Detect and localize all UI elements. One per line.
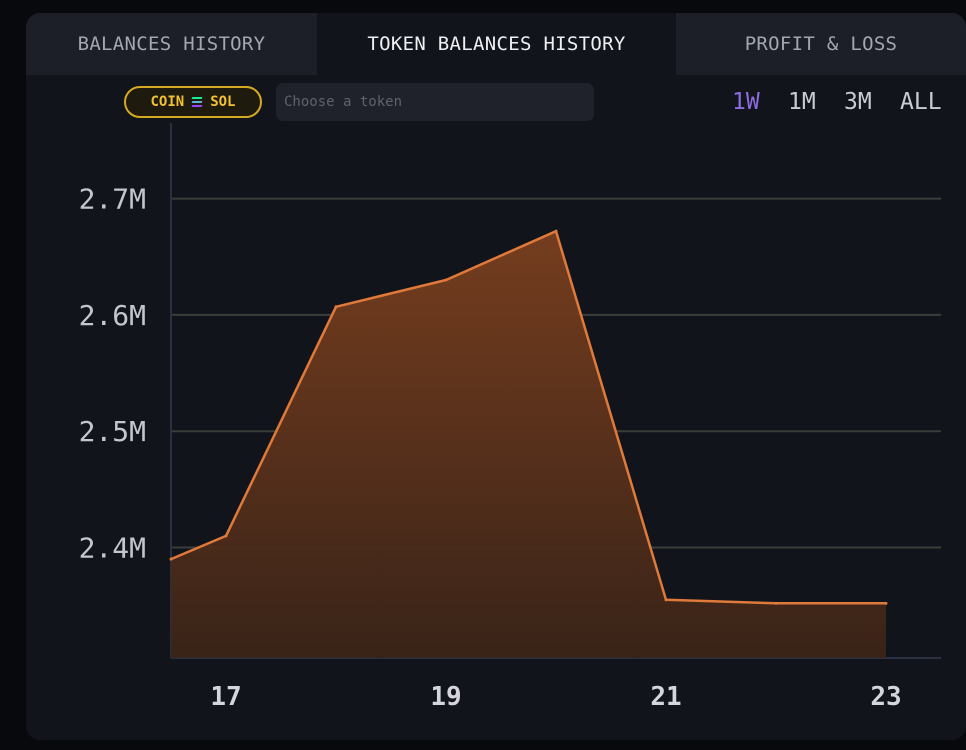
x-axis-ticks: 17 19 21 23 (210, 682, 901, 712)
y-tick-label: 2.7M (79, 183, 146, 216)
balance-point (664, 598, 668, 602)
y-axis-ticks: 2.4M 2.5M 2.6M 2.7M (79, 183, 146, 565)
balance-point (884, 601, 888, 605)
sol-label: SOL (210, 94, 236, 110)
balance-point (334, 305, 338, 309)
range-3m-button[interactable]: 3M (844, 89, 872, 115)
balance-point (774, 601, 778, 605)
balance-area (171, 231, 886, 658)
range-1m-button[interactable]: 1M (788, 89, 816, 115)
tab-profit-and-loss[interactable]: PROFIT & LOSS (676, 13, 966, 75)
tab-token-balances-history[interactable]: TOKEN BALANCES HISTORY (317, 13, 676, 75)
balance-point (169, 557, 173, 561)
range-all-button[interactable]: ALL (900, 89, 942, 115)
x-tick-label: 21 (650, 682, 681, 712)
range-1w-button[interactable]: 1W (732, 89, 760, 115)
x-tick-label: 23 (870, 682, 901, 712)
y-tick-label: 2.4M (79, 532, 146, 565)
time-range-selector: 1W 1M 3M ALL (26, 89, 966, 123)
y-tick-label: 2.6M (79, 299, 146, 332)
balance-points (169, 229, 888, 605)
coin-label: COIN (150, 94, 185, 110)
x-tick-label: 17 (210, 682, 241, 712)
choose-token-input[interactable] (276, 83, 594, 121)
tab-balances-history[interactable]: BALANCES HISTORY (26, 13, 317, 75)
token-balance-chart: 2.4M 2.5M 2.6M 2.7M 17 19 21 23 (79, 123, 941, 712)
coin-sol-badge[interactable]: COIN SOL (124, 86, 262, 118)
balance-point (224, 534, 228, 538)
balance-point (554, 229, 558, 233)
y-tick-label: 2.5M (79, 415, 146, 448)
token-balances-panel: BALANCES HISTORY TOKEN BALANCES HISTORY … (26, 13, 966, 740)
balance-point (444, 278, 448, 282)
tab-bar: BALANCES HISTORY TOKEN BALANCES HISTORY … (26, 13, 966, 75)
x-tick-label: 19 (430, 682, 461, 712)
balance-line (170, 229, 886, 605)
